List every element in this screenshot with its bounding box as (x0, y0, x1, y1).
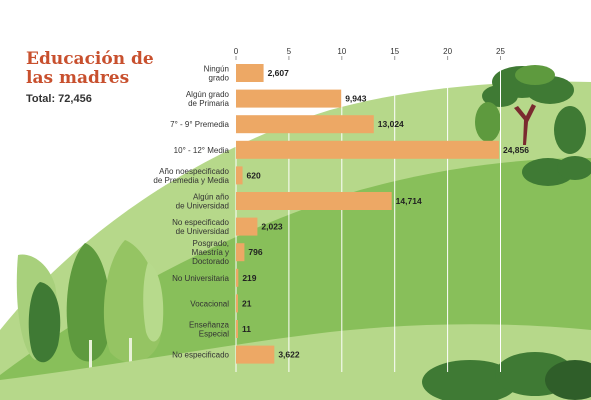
bar (236, 243, 245, 262)
bar (236, 89, 342, 108)
category-label-line: Vocacional (190, 299, 229, 308)
category-label: Posgrado, Maestría y Doctorado (192, 239, 230, 266)
bar (236, 320, 238, 338)
category-label-line: Maestría y (192, 248, 229, 257)
category-label-line: Enseñanza (189, 321, 230, 330)
category-label: Año noespecificado de Premedia y Media (153, 167, 229, 185)
value-label: 219 (242, 273, 256, 283)
x-axis-ticks: 0 5 10 15 20 25 (234, 47, 506, 56)
category-label: Vocacional (190, 299, 229, 308)
category-label-line: Especial (199, 330, 229, 339)
category-label-line: de Universidad (176, 202, 229, 211)
category-label-line: 7° - 9° Premedia (170, 120, 229, 129)
category-label-line: Ningún (204, 65, 229, 74)
tree-trunk (514, 104, 536, 145)
value-label: 11 (242, 324, 251, 334)
category-label-line: de Universidad (176, 227, 229, 236)
category-label-line: Algún grado (186, 90, 230, 99)
category-label: 10° - 12° Media (174, 146, 230, 155)
category-label-line: de Premedia y Media (153, 176, 229, 185)
bar (236, 140, 499, 159)
value-label: 3,622 (278, 350, 300, 360)
value-label: 620 (247, 170, 261, 180)
value-label: 21 (242, 298, 252, 308)
bar (236, 268, 239, 287)
value-label: 2,607 (268, 68, 290, 78)
category-labels: Ningún grado Algún grado de Primaria 7° - 9°… (153, 65, 229, 360)
category-label-line: No especificado (172, 351, 229, 360)
category-label-line: grado (209, 74, 230, 83)
category-label: Algún grado de Primaria (186, 90, 230, 108)
category-label: No especificado de Universidad (172, 218, 229, 236)
tree-left-mid (66, 243, 111, 362)
tree-stem (89, 340, 92, 370)
bar (236, 217, 258, 236)
value-labels: 2,607 9,943 13,024 24,856 620 14,714 2,023 796 2… (242, 68, 529, 360)
x-tick-label: 25 (496, 47, 505, 56)
category-label: Algún año de Universidad (176, 193, 230, 211)
category-label: No Universitaria (172, 274, 229, 283)
category-label: 7° - 9° Premedia (170, 120, 229, 129)
tree-stem (129, 338, 132, 370)
gridlines (235, 56, 501, 372)
category-label-line: Doctorado (192, 257, 229, 266)
bush (422, 360, 518, 400)
tree-left-back (143, 262, 164, 342)
value-label: 2,023 (261, 222, 283, 232)
category-label: Ningún grado (204, 65, 230, 83)
value-label: 24,856 (503, 145, 529, 155)
value-label: 13,024 (378, 119, 404, 129)
bush (557, 156, 591, 180)
trees-left (16, 240, 164, 370)
bar (236, 192, 392, 210)
chart-title: Educación de las madres (26, 49, 154, 88)
bush (475, 102, 501, 142)
x-tick-label: 0 (234, 47, 239, 56)
category-label-line: Año noespecificado (159, 167, 229, 176)
bar (236, 166, 243, 185)
category-label: No especificado (172, 351, 229, 360)
value-label: 796 (248, 247, 262, 257)
category-label: Enseñanza Especial (189, 321, 230, 339)
bar (236, 345, 275, 364)
x-tick-label: 5 (287, 47, 292, 56)
bar (236, 294, 238, 313)
bars (236, 64, 499, 364)
total-label: Total: 72,456 (26, 93, 92, 105)
x-tick-label: 20 (443, 47, 452, 56)
category-label-line: No Universitaria (172, 274, 229, 283)
bar (236, 115, 374, 134)
tree-right (482, 65, 574, 145)
bush (545, 360, 591, 400)
category-label-line: Algún año (193, 193, 230, 202)
x-tick-label: 15 (390, 47, 399, 56)
x-tick-label: 10 (337, 47, 346, 56)
value-label: 9,943 (345, 94, 367, 104)
bar (236, 64, 264, 82)
value-label: 14,714 (396, 196, 422, 206)
category-label-line: Posgrado, (193, 239, 229, 248)
tree-foliage (515, 65, 555, 85)
category-label-line: No especificado (172, 218, 229, 227)
category-label-line: de Primaria (188, 99, 229, 108)
tree-left-dark (28, 282, 61, 363)
bush (554, 106, 586, 154)
category-label-line: 10° - 12° Media (174, 146, 230, 155)
